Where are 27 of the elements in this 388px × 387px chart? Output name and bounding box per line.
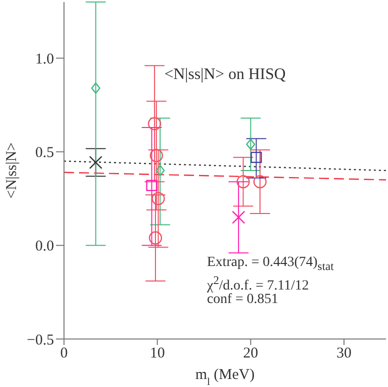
annotation: χ$^{2}$/d.o.f. = 7.11/12 [207, 274, 310, 294]
point [156, 164, 165, 176]
x-tick-label: 10 [150, 346, 165, 362]
text: <N|ss|N> on HISQ [163, 66, 287, 84]
point [148, 231, 162, 244]
annotation: conf = 0.851 [207, 292, 280, 308]
point [150, 148, 163, 162]
x-tick-label: 0 [60, 346, 68, 362]
x-tick-label: 30 [336, 346, 352, 362]
y-tick-label: −0.5 [26, 332, 54, 348]
x-tick-label: 20 [243, 346, 258, 362]
y-tick-label: 1.0 [35, 51, 54, 68]
point [236, 175, 250, 188]
point [250, 152, 262, 163]
point [253, 175, 267, 188]
y-axis-title: <N|ss|N> [4, 142, 20, 199]
point [89, 156, 102, 170]
point [246, 138, 256, 150]
point [146, 180, 158, 192]
point [91, 82, 100, 94]
x-axis-title: m$_{l}$ (MeV) [195, 367, 255, 387]
point [232, 210, 246, 224]
y-tick-label: 0.5 [35, 145, 54, 162]
annotation: Extrap. = 0.443(74)$_{stat}$ [207, 255, 334, 274]
point [152, 192, 165, 206]
y-tick-label: 0.0 [35, 238, 54, 255]
point [148, 117, 162, 130]
